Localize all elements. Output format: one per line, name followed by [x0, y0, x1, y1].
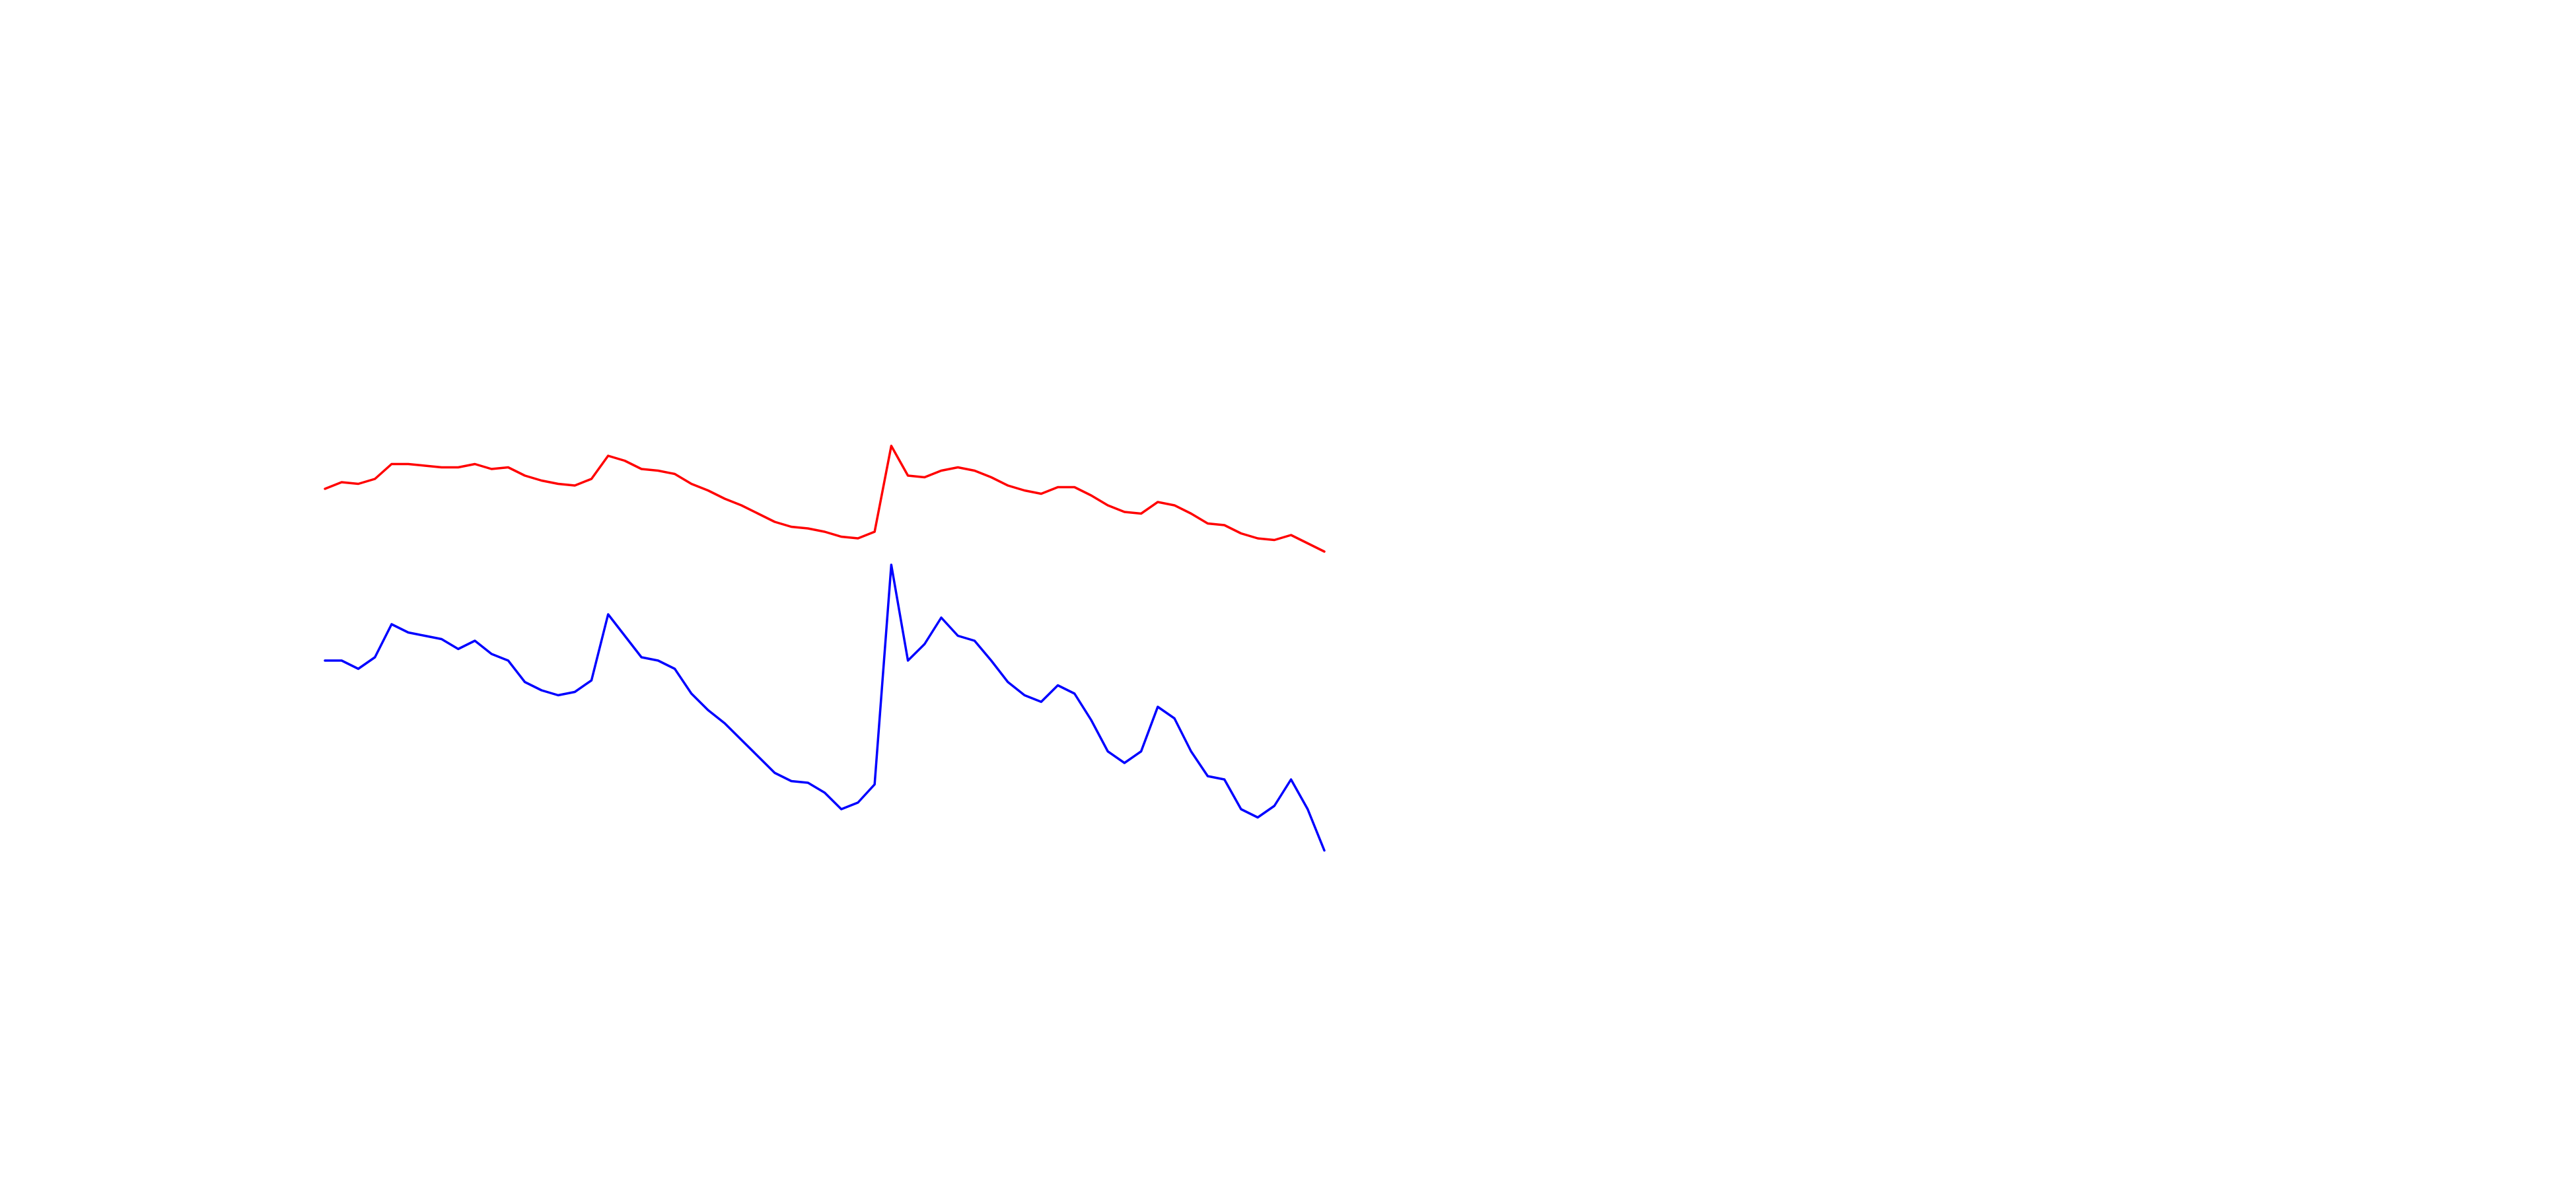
line-series: [324, 563, 1326, 852]
line-series: [324, 445, 1326, 553]
